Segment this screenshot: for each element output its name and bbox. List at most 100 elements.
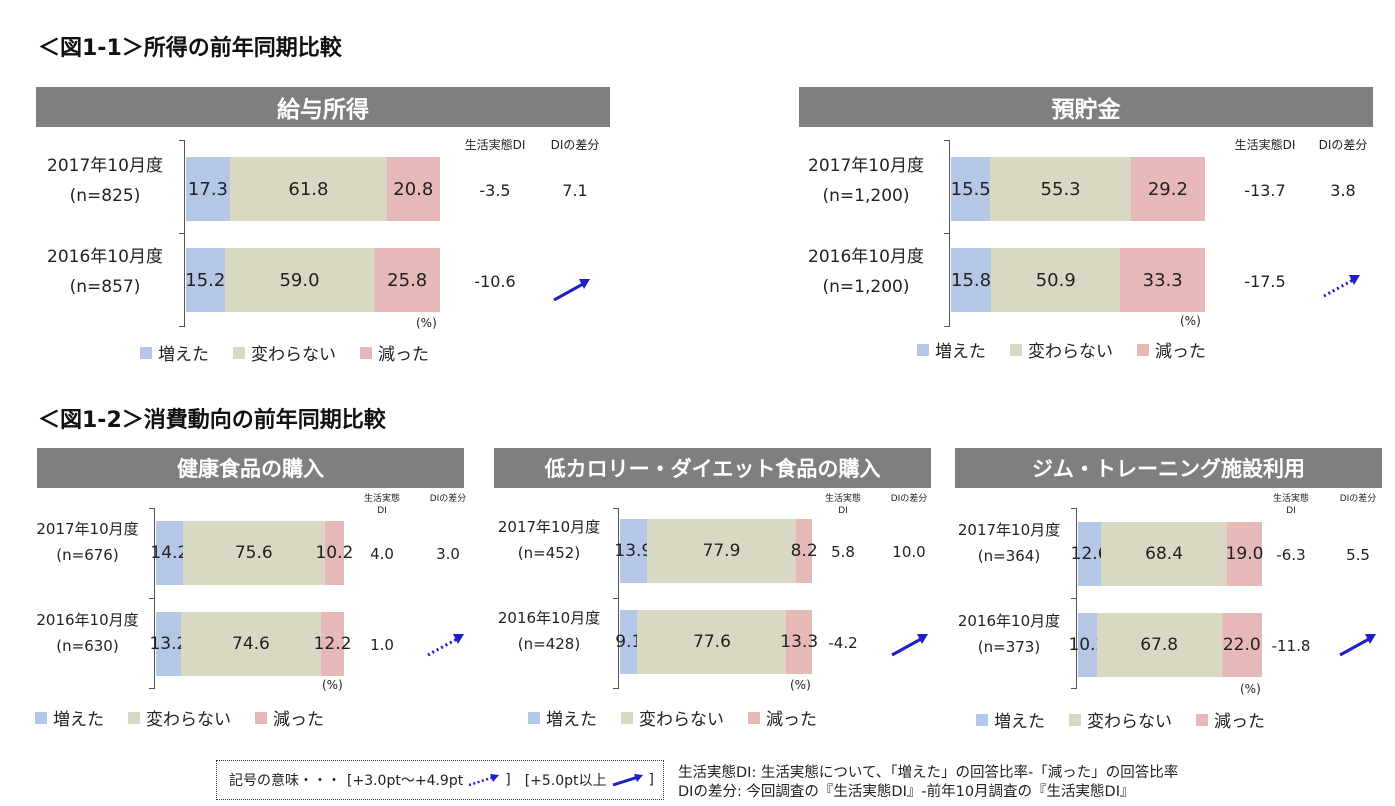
diff-value: 3.0	[436, 545, 460, 563]
category-sample-size: (n=825)	[69, 185, 141, 206]
di-value: -11.8	[1271, 637, 1311, 655]
category-period: 2016年10月度	[808, 247, 924, 267]
stacked-bar: 13.9 77.9 8.2	[614, 519, 818, 583]
bar-segment-decrease: 12.2	[314, 612, 351, 676]
legend-item-decrease: 減った	[360, 340, 429, 365]
legend-item-decrease: 減った	[255, 705, 324, 730]
di-header: 生活実態DI	[464, 138, 526, 152]
di-value: -10.6	[474, 272, 516, 291]
stacked-bar: 17.3 61.8 20.8	[186, 157, 440, 221]
diff-value: 5.5	[1346, 546, 1370, 564]
legend-label: 増えた	[935, 342, 986, 362]
diff-header: DIの差分	[890, 494, 928, 504]
category-sample-size: (n=373)	[977, 638, 1041, 657]
legend-item-increase: 増えた	[140, 340, 209, 365]
category-sample-size: (n=428)	[517, 635, 581, 654]
bar-segment-same: 77.9	[646, 519, 797, 583]
legend-swatch	[360, 346, 372, 359]
bar-segment-decrease: 25.8	[374, 248, 440, 312]
bar-segment-increase: 10.2	[1068, 613, 1106, 677]
axis-tick	[179, 233, 185, 234]
bar-segment-increase: 13.2	[149, 612, 187, 676]
di-value: -13.7	[1244, 181, 1286, 200]
legend-label: 変わらない	[639, 710, 724, 730]
bar-segment-decrease: 29.2	[1130, 157, 1205, 221]
legend-item-same: 変わらない	[1010, 337, 1113, 362]
di-value: 1.0	[370, 636, 394, 654]
di-value: 5.8	[831, 543, 855, 561]
symbol-key-dotted-close: ]	[505, 772, 511, 788]
di-header: 生活実態 DI	[824, 494, 861, 516]
legend-swatch	[140, 346, 152, 359]
bar-segment-same: 74.6	[180, 612, 322, 676]
stacked-bar: 10.2 67.8 22.0	[1068, 613, 1262, 677]
di-header: 生活実態 DI	[1272, 494, 1309, 516]
category-label: 2016年10月度 (n=1,200)	[796, 243, 936, 303]
category-label: 2017年10月度 (n=452)	[484, 514, 614, 567]
symbol-key-label: 記号の意味・・・	[229, 773, 341, 789]
bar-segment-same: 67.8	[1096, 613, 1222, 677]
bar-segment-increase: 13.9	[614, 519, 652, 583]
stacked-bar: 15.2 59.0 25.8	[185, 248, 440, 312]
category-sample-size: (n=364)	[977, 547, 1041, 566]
bar-segment-decrease: 10.2	[315, 521, 353, 585]
di-value: -3.5	[479, 181, 511, 200]
unit-label: (%)	[1180, 314, 1201, 328]
symbol-key: 記号の意味・・・ [+3.0pt～+4.9pt ] [+5.0pt以上 ]	[216, 760, 664, 800]
bar-segment-decrease: 33.3	[1120, 248, 1205, 312]
diff-value: 3.8	[1330, 181, 1356, 200]
legend-swatch	[1137, 343, 1149, 356]
legend-label: 減った	[1214, 712, 1265, 732]
axis-tick	[613, 508, 619, 509]
diff-value: 7.1	[562, 181, 588, 200]
bar-segment-same: 68.4	[1101, 522, 1228, 586]
legend-swatch	[528, 711, 540, 724]
legend-swatch	[233, 346, 245, 359]
legend-swatch	[1010, 343, 1022, 356]
note-diff-definition: DIの差分: 今回調査の『生活実態DI』-前年10月調査の『生活実態DI』	[678, 783, 1135, 800]
bar-segment-decrease: 19.0	[1226, 522, 1263, 586]
legend-swatch	[128, 711, 140, 724]
unit-label: (%)	[322, 678, 343, 692]
legend-item-increase: 増えた	[917, 337, 986, 362]
note-di-definition: 生活実態DI: 生活実態について、「増えた」の回答比率-「減った」の回答比率	[678, 765, 1179, 781]
category-sample-size: (n=1,200)	[822, 185, 910, 206]
axis-tick	[944, 140, 950, 141]
legend-label: 減った	[378, 345, 429, 365]
legend-label: 変わらない	[1087, 712, 1172, 732]
legend: 増えた 変わらない 減った	[140, 340, 453, 365]
di-value: -17.5	[1244, 272, 1286, 291]
figure1-title: ＜図1-1＞所得の前年同期比較	[38, 36, 342, 61]
legend-swatch	[1069, 713, 1081, 726]
di-header: 生活実態DI	[1234, 138, 1296, 152]
stacked-bar: 14.2 75.6 10.2	[150, 521, 353, 585]
category-sample-size: (n=630)	[56, 637, 119, 656]
category-period: 2017年10月度	[36, 520, 139, 538]
bar-segment-decrease: 22.0	[1221, 613, 1262, 677]
category-sample-size: (n=857)	[69, 276, 141, 297]
legend-label: 増えた	[546, 710, 597, 730]
category-period: 2016年10月度	[957, 612, 1061, 630]
diff-header: DIの差分	[550, 138, 600, 152]
panel-title: 預貯金	[799, 87, 1373, 127]
category-period: 2017年10月度	[47, 156, 163, 176]
category-period: 2017年10月度	[497, 518, 601, 536]
legend-label: 増えた	[994, 712, 1045, 732]
bar-segment-increase: 15.8	[951, 248, 992, 312]
axis-tick	[613, 688, 619, 689]
legend-label: 変わらない	[1028, 342, 1113, 362]
legend-swatch	[621, 711, 633, 724]
axis-tick	[1071, 598, 1077, 599]
bar-segment-increase: 15.2	[185, 248, 225, 312]
dotted-arrow-icon	[427, 634, 464, 657]
stacked-bar: 15.8 50.9 33.3	[951, 248, 1205, 312]
legend-label: 増えた	[53, 710, 104, 730]
category-sample-size: (n=676)	[56, 546, 119, 565]
axis-tick	[1071, 508, 1077, 509]
unit-label: (%)	[790, 678, 811, 692]
bar-segment-increase: 12.6	[1071, 522, 1109, 586]
category-label: 2017年10月度 (n=1,200)	[796, 152, 936, 212]
unit-label: (%)	[416, 316, 437, 330]
legend: 増えた 変わらない 減った	[528, 705, 841, 730]
axis-tick	[944, 233, 950, 234]
